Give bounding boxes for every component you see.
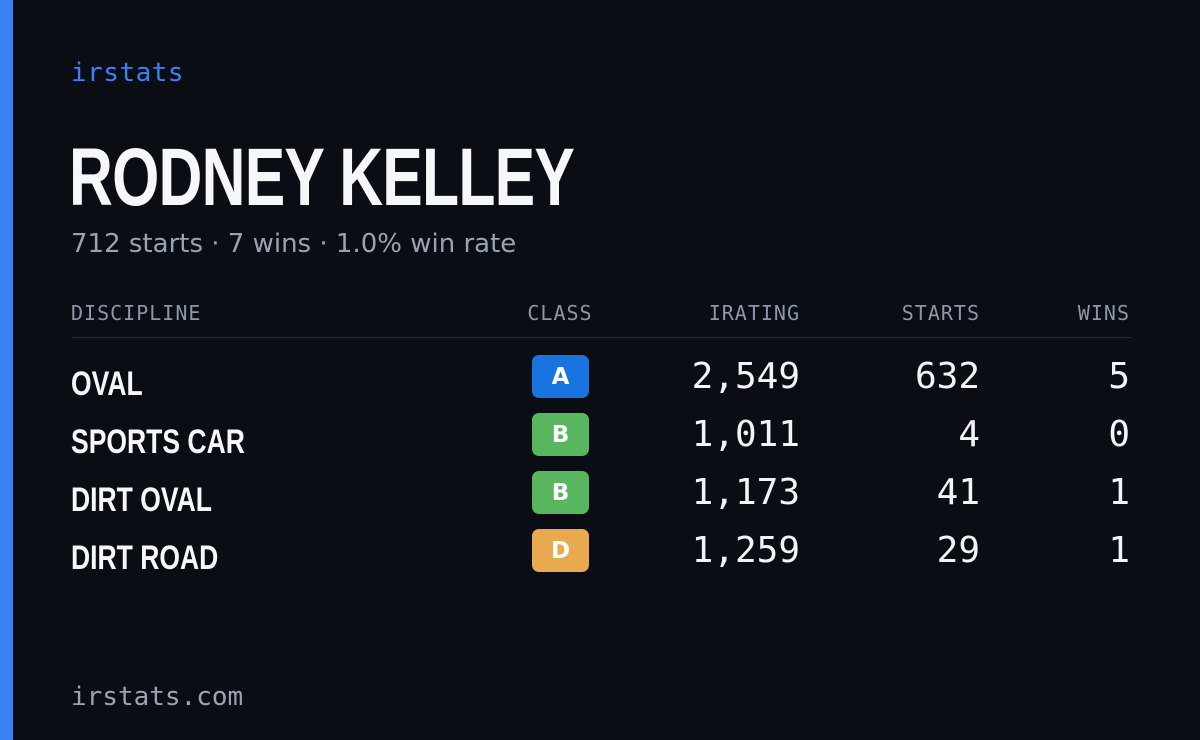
starts-value: 29 <box>936 530 980 571</box>
brand-logo: irstats <box>71 58 185 88</box>
class-badge: D <box>532 529 589 572</box>
discipline-name: OVAL <box>71 365 143 403</box>
class-badge: A <box>532 355 589 398</box>
starts-value: 632 <box>914 356 980 397</box>
starts-value: 4 <box>958 414 980 455</box>
header-discipline: DISCIPLINE <box>71 301 202 325</box>
starts-value: 41 <box>936 472 980 513</box>
wins-value: 1 <box>1108 472 1130 513</box>
wins-value: 1 <box>1108 530 1130 571</box>
table-header: DISCIPLINE CLASS IRATING STARTS WINS <box>71 296 1131 338</box>
discipline-name: DIRT OVAL <box>71 481 212 519</box>
class-badge: B <box>532 471 589 514</box>
class-badge: B <box>532 413 589 456</box>
wins-value: 0 <box>1108 414 1130 455</box>
header-class-label: CLASS <box>527 301 593 325</box>
accent-bar <box>0 0 13 740</box>
player-summary: 712 starts · 7 wins · 1.0% win rate <box>71 229 517 259</box>
stats-table: DISCIPLINE CLASS IRATING STARTS WINS OVA… <box>71 296 1131 585</box>
table-row: DIRT ROAD D 1,259 29 1 <box>71 527 1131 585</box>
table-row: SPORTS CAR B 1,011 4 0 <box>71 411 1131 469</box>
header-wins: WINS <box>1077 301 1130 325</box>
wins-value: 5 <box>1108 356 1130 397</box>
discipline-name: DIRT ROAD <box>71 539 219 577</box>
irating-value: 1,173 <box>691 472 800 513</box>
header-irating: IRATING <box>708 301 800 325</box>
header-starts: STARTS <box>901 301 980 325</box>
table-row: OVAL A 2,549 632 5 <box>71 353 1131 411</box>
irating-value: 2,549 <box>691 356 800 397</box>
discipline-name: SPORTS CAR <box>71 423 245 461</box>
table-row: DIRT OVAL B 1,173 41 1 <box>71 469 1131 527</box>
footer-url: irstats.com <box>71 682 244 712</box>
table-body: OVAL A 2,549 632 5 SPORTS CAR B 1,011 4 … <box>71 338 1131 585</box>
player-name: RODNEY KELLEY <box>69 132 575 223</box>
irating-value: 1,259 <box>691 530 800 571</box>
irating-value: 1,011 <box>691 414 800 455</box>
